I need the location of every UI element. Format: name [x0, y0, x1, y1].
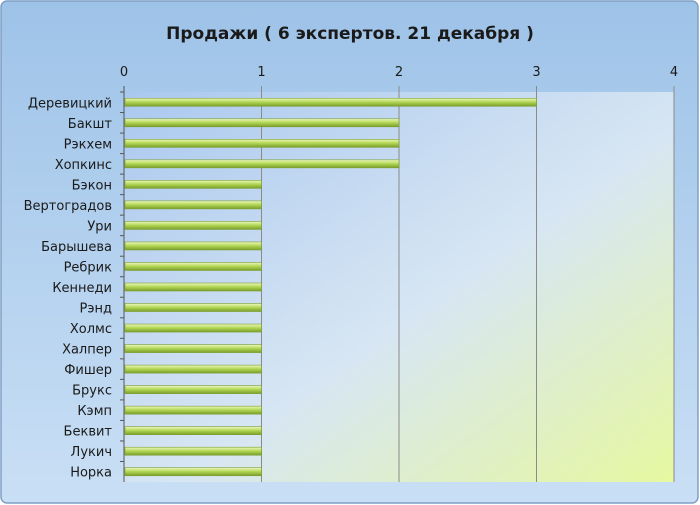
bar — [124, 180, 262, 189]
category-label: Халпер — [62, 343, 112, 358]
bar — [124, 385, 262, 394]
bars — [124, 97, 537, 477]
bar — [124, 467, 262, 477]
category-label: Фишер — [64, 363, 112, 378]
category-label: Рэнд — [80, 302, 112, 317]
x-tick-label: 3 — [532, 65, 540, 80]
bar — [124, 426, 262, 435]
bar — [124, 405, 262, 415]
category-label: Барышева — [41, 240, 112, 255]
category-label: Беквит — [64, 425, 113, 440]
bar — [124, 446, 262, 456]
bar — [124, 118, 400, 128]
x-tick-label: 1 — [257, 65, 265, 80]
bar — [124, 200, 262, 210]
category-label: Ребрик — [64, 260, 113, 275]
bar — [124, 241, 262, 251]
category-label: Лукич — [71, 445, 112, 460]
bar — [124, 159, 400, 169]
bar — [124, 323, 262, 333]
x-tick-label: 4 — [670, 65, 678, 80]
category-label: Вертоградов — [24, 199, 112, 214]
bar — [124, 282, 262, 292]
x-tick-label: 2 — [395, 65, 403, 80]
category-label: Бэкон — [72, 178, 112, 193]
category-label: Деревицкий — [28, 96, 112, 111]
grid-lines — [120, 86, 675, 482]
category-label: Рэкхем — [64, 137, 112, 152]
chart-title: Продажи ( 6 экспертов. 21 декабря ) — [166, 24, 534, 44]
bar — [124, 344, 262, 353]
x-axis-ticks: 0 1 2 3 4 — [120, 65, 678, 80]
bar — [124, 364, 262, 374]
bar — [124, 97, 537, 107]
bar — [124, 139, 400, 148]
category-label: Кэмп — [77, 404, 112, 419]
bar — [124, 303, 262, 312]
category-label: Кеннеди — [52, 281, 112, 296]
category-label: Ури — [87, 219, 112, 234]
category-label: Холмс — [70, 322, 112, 337]
x-tick-label: 0 — [120, 65, 128, 80]
bar — [124, 221, 262, 230]
category-label: Брукс — [72, 384, 112, 399]
bar — [124, 262, 262, 271]
category-labels: Деревицкий Бакшт Рэкхем Хопкинс Бэкон Вертогр… — [24, 96, 113, 480]
category-label: Хопкинс — [55, 158, 112, 173]
category-label: Норка — [70, 466, 112, 481]
category-label: Бакшт — [68, 117, 113, 132]
